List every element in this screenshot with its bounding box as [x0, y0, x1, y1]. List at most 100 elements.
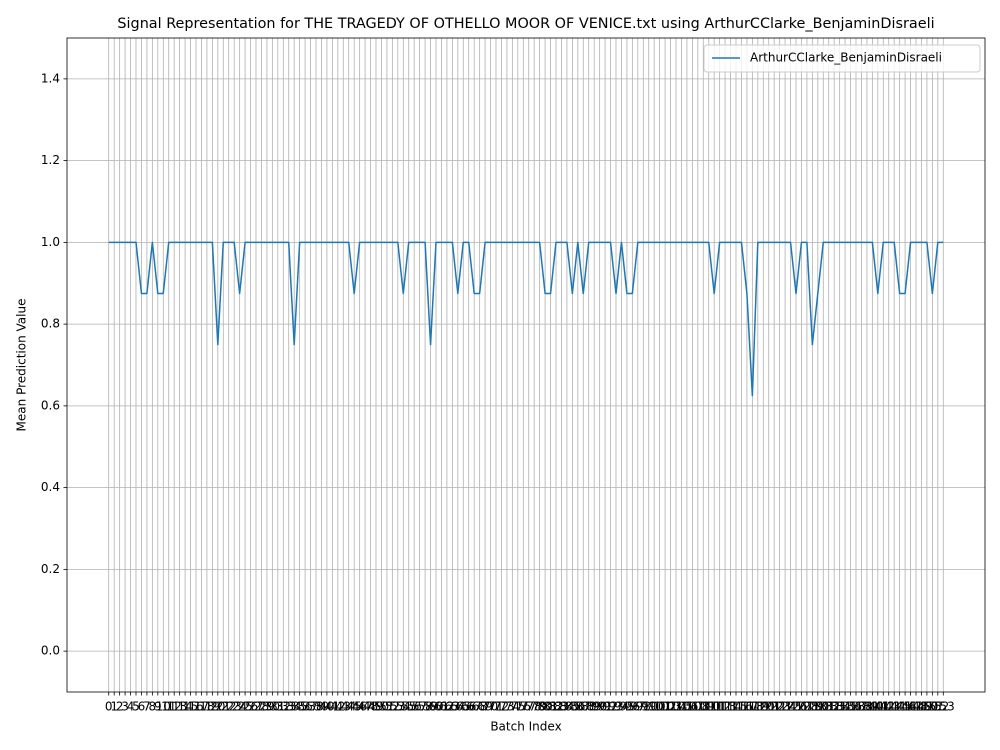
x-tick-label: 22 [221, 700, 236, 714]
x-tick-label: 19 [205, 700, 220, 714]
x-axis-label: Batch Index [490, 720, 561, 734]
data-line [108, 241, 944, 397]
x-tick-label: 55 [401, 700, 416, 714]
x-tick-label: 95 [619, 700, 634, 714]
x-tick-label: 78 [527, 700, 542, 714]
x-tick-label: 15 [183, 700, 198, 714]
x-tick-label: 30 [265, 700, 280, 714]
x-tick-label: 126 [785, 700, 808, 714]
y-tick-label: 0.8 [41, 317, 60, 331]
x-tick-label: 34 [287, 700, 302, 714]
x-tick-label: 94 [614, 700, 629, 714]
x-tick-label: 89 [587, 700, 602, 714]
x-tick-label: 140 [861, 700, 884, 714]
x-tick-label: 116 [730, 700, 753, 714]
x-tick-label: 11 [161, 700, 176, 714]
x-tick-label: 72 [494, 700, 509, 714]
x-tick-label: 31 [270, 700, 285, 714]
x-tick-label: 107 [681, 700, 704, 714]
x-tick-label: 20 [210, 700, 225, 714]
x-tick-label: 47 [357, 700, 372, 714]
x-tick-label: 110 [697, 700, 720, 714]
x-tick-label: 87 [576, 700, 591, 714]
x-tick-label: 128 [795, 700, 818, 714]
x-tick-label: 109 [692, 700, 715, 714]
x-tick-label: 58 [417, 700, 432, 714]
x-tick-label: 97 [630, 700, 645, 714]
x-tick-label: 75 [510, 700, 525, 714]
x-tick-label: 33 [281, 700, 296, 714]
x-tick-label: 93 [608, 700, 623, 714]
x-tick-label: 54 [396, 700, 411, 714]
x-tick-label: 88 [581, 700, 596, 714]
x-tick-label: 17 [194, 700, 209, 714]
x-tick-label: 83 [554, 700, 569, 714]
x-tick-label: 26 [243, 700, 258, 714]
legend-box [703, 44, 981, 73]
x-tick-label: 29 [259, 700, 274, 714]
y-axis-label: Mean Prediction Value [15, 299, 29, 432]
x-tick-label: 121 [757, 700, 780, 714]
x-tick-label: 44 [341, 700, 356, 714]
x-tick-label: 90 [592, 700, 607, 714]
x-tick-label: 84 [559, 700, 574, 714]
x-tick-label: 82 [548, 700, 563, 714]
x-tick-label: 0 [105, 700, 113, 714]
x-tick-label: 6 [138, 700, 146, 714]
x-tick-label: 151 [921, 700, 944, 714]
x-tick-label: 125 [779, 700, 802, 714]
x-tick-label: 76 [516, 700, 531, 714]
x-tick-label: 28 [254, 700, 269, 714]
x-tick-label: 117 [735, 700, 758, 714]
x-tick-label: 79 [532, 700, 547, 714]
x-tick-label: 143 [877, 700, 900, 714]
x-tick-label: 127 [790, 700, 813, 714]
x-tick-label: 40 [319, 700, 334, 714]
x-tick-label: 115 [725, 700, 748, 714]
x-tick-label: 100 [643, 700, 666, 714]
x-tick-label: 118 [741, 700, 764, 714]
x-tick-label: 114 [719, 700, 742, 714]
x-tick-label: 152 [926, 700, 949, 714]
x-tick-label: 148 [905, 700, 928, 714]
x-tick-label: 66 [461, 700, 476, 714]
x-tick-label: 61 [434, 700, 449, 714]
x-tick-label: 23 [227, 700, 242, 714]
y-tick-label: 1.4 [41, 71, 60, 85]
x-tick-label: 5 [132, 700, 140, 714]
x-tick-label: 50 [374, 700, 389, 714]
x-tick-label: 25 [237, 700, 252, 714]
x-tick-label: 24 [232, 700, 247, 714]
x-tick-label: 111 [703, 700, 726, 714]
x-tick-label: 12 [167, 700, 182, 714]
x-tick-label: 21 [216, 700, 231, 714]
x-tick-label: 36 [297, 700, 312, 714]
x-tick-label: 149 [910, 700, 933, 714]
x-tick-label: 150 [915, 700, 938, 714]
x-tick-label: 32 [276, 700, 291, 714]
x-tick-label: 1 [110, 700, 118, 714]
x-tick-label: 144 [883, 700, 906, 714]
x-tick-label: 65 [456, 700, 471, 714]
x-tick-label: 67 [467, 700, 482, 714]
x-tick-label: 59 [423, 700, 438, 714]
x-tick-label: 130 [806, 700, 829, 714]
x-tick-label: 139 [855, 700, 878, 714]
x-tick-label: 129 [801, 700, 824, 714]
legend-label: ArthurCClarke_BenjaminDisraeli [750, 51, 942, 65]
x-tick-label: 103 [659, 700, 682, 714]
x-tick-label: 71 [488, 700, 503, 714]
x-tick-label: 106 [675, 700, 698, 714]
x-tick-label: 123 [768, 700, 791, 714]
y-tick-label: 1.0 [41, 235, 60, 249]
x-tick-label: 74 [505, 700, 520, 714]
x-tick-label: 4 [127, 700, 135, 714]
x-tick-label: 119 [746, 700, 769, 714]
x-tick-label: 49 [368, 700, 383, 714]
x-tick-label: 43 [336, 700, 351, 714]
x-tick-label: 27 [248, 700, 263, 714]
y-tick-label: 0.6 [41, 398, 60, 412]
x-tick-label: 57 [412, 700, 427, 714]
